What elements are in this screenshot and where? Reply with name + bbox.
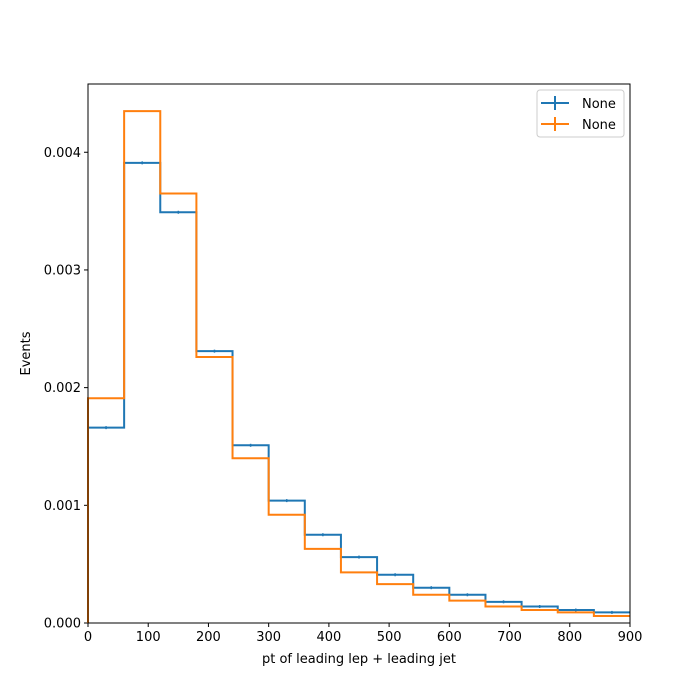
y-ticks: 0.000 0.001 0.002 0.003 0.004 bbox=[44, 146, 88, 632]
series-layer bbox=[87, 110, 630, 623]
x-tick-label: 700 bbox=[497, 630, 522, 645]
x-tick-label: 500 bbox=[377, 630, 402, 645]
y-tick-label: 0.000 bbox=[44, 617, 81, 632]
x-tick-label: 400 bbox=[316, 630, 341, 645]
legend-item: None bbox=[541, 117, 616, 133]
x-tick-label: 800 bbox=[557, 630, 582, 645]
series-2 bbox=[87, 110, 630, 623]
x-ticks: 0 100 200 300 400 500 600 700 800 900 bbox=[84, 623, 643, 645]
x-tick-label: 300 bbox=[256, 630, 281, 645]
y-tick-label: 0.003 bbox=[44, 263, 81, 278]
plot-frame bbox=[87, 83, 631, 624]
y-tick-label: 0.001 bbox=[44, 499, 81, 514]
y-axis-label: Events bbox=[19, 331, 34, 375]
x-tick-label: 100 bbox=[136, 630, 161, 645]
x-tick-label: 0 bbox=[84, 630, 92, 645]
series-1 bbox=[87, 161, 630, 623]
x-axis-label: pt of leading lep + leading jet bbox=[262, 652, 456, 667]
legend: None None bbox=[536, 89, 625, 138]
series-step-line bbox=[87, 161, 630, 623]
x-tick-label: 600 bbox=[437, 630, 462, 645]
legend-label: None bbox=[582, 97, 616, 112]
y-tick-label: 0.004 bbox=[44, 146, 81, 161]
series-step-line bbox=[87, 110, 630, 623]
legend-item: None bbox=[541, 96, 616, 112]
legend-label: None bbox=[582, 118, 616, 133]
y-tick-label: 0.002 bbox=[44, 381, 81, 396]
x-tick-label: 900 bbox=[618, 630, 643, 645]
x-tick-label: 200 bbox=[196, 630, 221, 645]
legend-frame bbox=[536, 89, 625, 138]
